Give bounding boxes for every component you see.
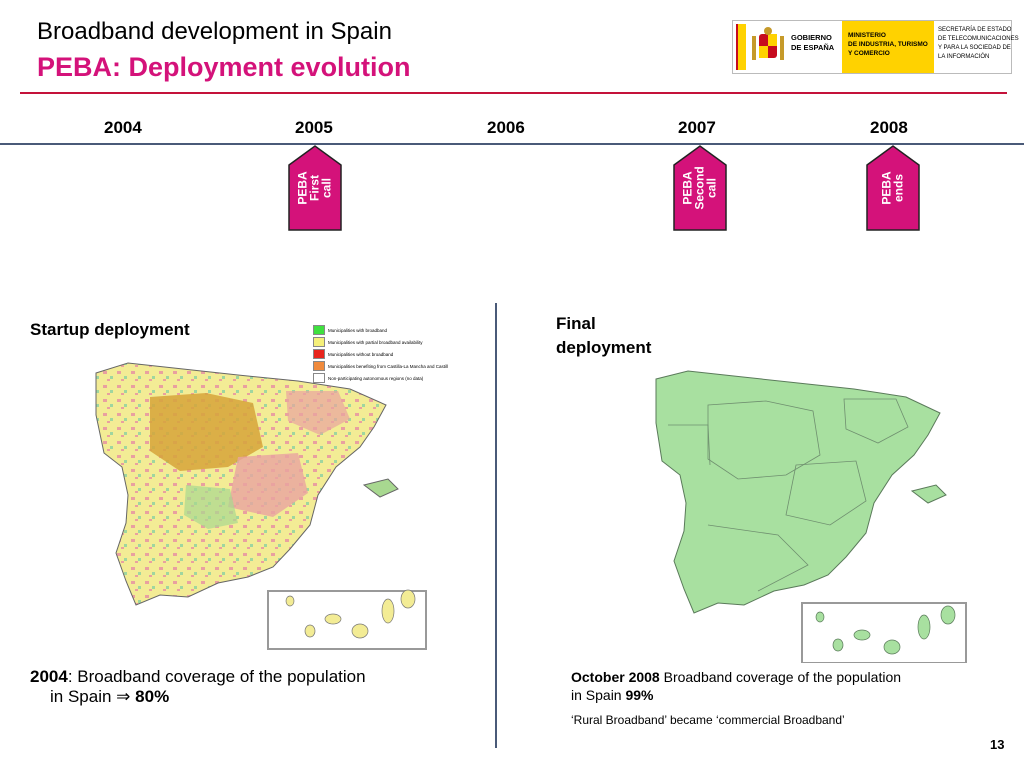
legend-swatch [313, 349, 325, 359]
startup-caption: 2004: Broadband coverage of the populati… [30, 667, 450, 707]
marker-first-call-label: PEBA First call [296, 171, 334, 205]
legend-swatch [313, 325, 325, 335]
startup-coverage-map [95, 362, 427, 650]
final-caption-value: 99% [625, 687, 654, 703]
page-number: 13 [990, 737, 1005, 752]
arrow-icon: ⇒ [116, 687, 131, 706]
final-caption-note: ‘Rural Broadband’ became ‘commercial Bro… [571, 713, 845, 727]
year-2007: 2007 [678, 118, 716, 137]
legend-item: Non-participating autonomous regions (no… [313, 372, 453, 384]
aragon-region [286, 391, 350, 435]
startup-heading: Startup deployment [30, 320, 190, 339]
legend-label: Municipalities with partial broadband av… [328, 339, 423, 345]
flag-stripe [736, 24, 746, 70]
final-caption-date: October 2008 [571, 669, 660, 685]
legend-item: Municipalities benefiting from Castilla-… [313, 360, 453, 372]
castilla-la-mancha-region [228, 453, 308, 517]
legend-item: Municipalities with broadband [313, 324, 453, 336]
final-coverage-map [655, 370, 967, 663]
marker-peba-ends: PEBA ends [866, 145, 920, 231]
ministry-block: MINISTERIO DE INDUSTRIA, TURISMO Y COMER… [842, 21, 934, 73]
marker-first-call: PEBA First call [288, 145, 342, 231]
year-2005: 2005 [295, 118, 333, 137]
year-2004: 2004 [104, 118, 142, 137]
map-legend: Municipalities with broadband Municipali… [313, 324, 453, 384]
header-rule [20, 92, 1007, 94]
gov-label: GOBIERNO DE ESPAÑA [791, 33, 835, 52]
legend-label: Municipalities with broadband [328, 327, 388, 333]
peninsula-shape [655, 370, 941, 614]
legend-swatch [313, 337, 325, 347]
coat-of-arms-icon [749, 26, 787, 68]
legend-item: Municipalities with partial broadband av… [313, 336, 453, 348]
slide-subtitle: PEBA: Deployment evolution [37, 52, 411, 82]
government-logo: GOBIERNO DE ESPAÑA MINISTERIO DE INDUSTR… [732, 20, 1019, 74]
startup-caption-value: 80% [135, 687, 170, 706]
canary-inset [801, 602, 967, 663]
legend-label: Non-participating autonomous regions (no… [328, 375, 424, 381]
balearic-islands [362, 478, 399, 498]
final-heading: Final deployment [556, 314, 652, 357]
legend-label: Municipalities without broadband [328, 351, 394, 357]
marker-second-call-label: PEBA Second call [681, 166, 719, 210]
year-2008: 2008 [870, 118, 908, 137]
balearic-islands [910, 484, 947, 504]
slide-title: Broadband development in Spain [37, 18, 392, 45]
madrid-region [184, 485, 238, 529]
secretariat-label: SECRETARÍA DE ESTADO DE TELECOMUNICACION… [938, 27, 1019, 60]
legend-swatch [313, 361, 325, 371]
ministry-label: MINISTERIO DE INDUSTRIA, TURISMO Y COMER… [848, 32, 928, 57]
startup-caption-year: 2004 [30, 667, 68, 686]
legend-label: Municipalities benefiting from Castilla-… [328, 363, 448, 369]
marker-second-call: PEBA Second call [673, 145, 727, 231]
startup-caption-text: : Broadband coverage of the population [67, 667, 366, 686]
marker-peba-ends-label: PEBA ends [880, 171, 906, 205]
legend-swatch [313, 373, 325, 383]
startup-caption-text2: in Spain [50, 687, 117, 706]
timeline-axis [0, 143, 1024, 145]
section-divider [495, 303, 497, 748]
final-caption-text: Broadband coverage of the population in … [571, 669, 902, 703]
legend-item: Municipalities without broadband [313, 348, 453, 360]
year-2006: 2006 [487, 118, 525, 137]
castilla-leon-region [150, 393, 263, 471]
final-caption: October 2008 Broadband coverage of the p… [571, 668, 911, 704]
